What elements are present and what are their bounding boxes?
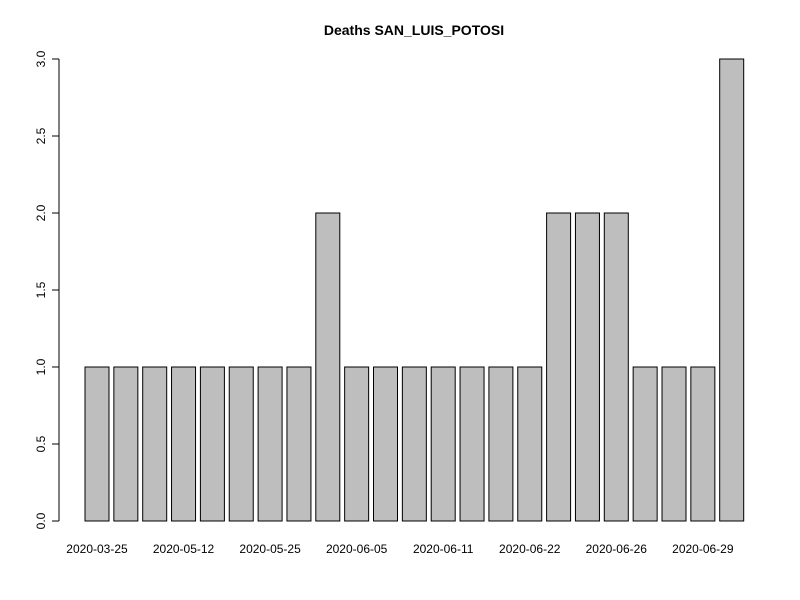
bar (546, 212, 572, 522)
bar (603, 212, 629, 522)
x-tick-label: 2020-06-11 (413, 542, 474, 556)
y-tick-label: 3.0 (34, 50, 48, 67)
bar (574, 212, 600, 522)
x-tick-label: 2020-05-25 (239, 542, 301, 556)
bar (661, 366, 687, 522)
bar (459, 366, 485, 522)
bar (690, 366, 716, 522)
bar (315, 212, 341, 522)
y-tick-label: 2.0 (34, 204, 48, 221)
bar (632, 366, 658, 522)
bar (142, 366, 168, 522)
bars-group (84, 58, 745, 522)
x-tick-label: 2020-06-29 (672, 542, 734, 556)
x-axis-labels: 2020-03-25 2020-05-12 2020-05-25 2020-06-05… (66, 542, 734, 556)
bar (171, 366, 197, 522)
bar (84, 366, 110, 522)
bar (257, 366, 283, 522)
bar (199, 366, 225, 522)
bar (344, 366, 370, 522)
y-tick-label: 0.0 (34, 512, 48, 529)
chart-title: Deaths SAN_LUIS_POTOSI (324, 22, 504, 38)
bar (401, 366, 427, 522)
bar (286, 366, 312, 522)
y-axis: 0.0 0.5 1.0 1.5 2.0 2.5 3.0 (34, 50, 60, 529)
x-tick-label: 2020-06-22 (499, 542, 561, 556)
y-tick-label: 1.0 (34, 358, 48, 375)
bar (488, 366, 514, 522)
bar (228, 366, 254, 522)
x-tick-label: 2020-03-25 (66, 542, 128, 556)
bar (517, 366, 543, 522)
x-tick-label: 2020-05-12 (153, 542, 215, 556)
x-tick-label: 2020-06-05 (326, 542, 388, 556)
bar (430, 366, 456, 522)
bar (113, 366, 139, 522)
y-tick-label: 2.5 (34, 127, 48, 144)
bar (373, 366, 398, 522)
bar (719, 58, 745, 522)
y-tick-label: 0.5 (34, 435, 48, 452)
x-tick-label: 2020-06-26 (586, 542, 648, 556)
y-tick-label: 1.5 (34, 281, 48, 298)
